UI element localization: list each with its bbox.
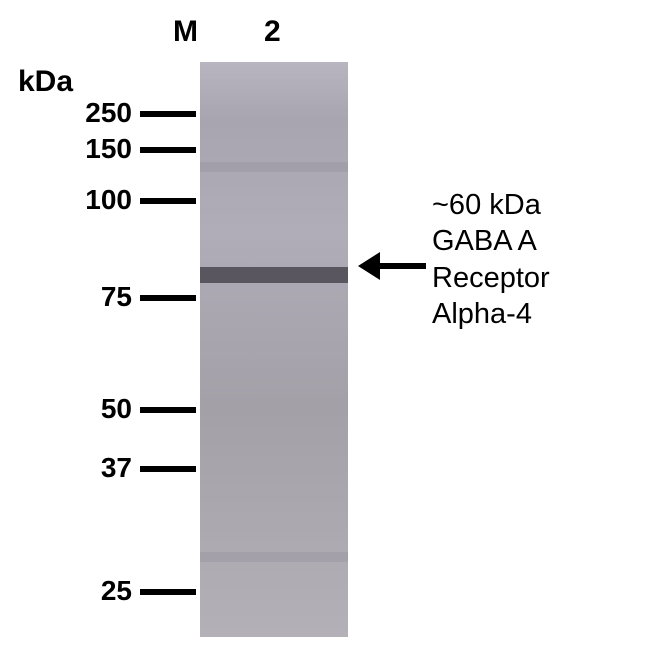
lane-label-2: 2: [264, 15, 281, 49]
annotation-line-1: ~60 kDa: [432, 187, 550, 223]
marker-label-50: 50: [70, 393, 132, 425]
marker-tick-25: [140, 589, 196, 595]
marker-tick-150: [140, 147, 196, 153]
marker-tick-100: [140, 198, 196, 204]
band-arrow-line: [380, 263, 426, 269]
kda-unit-label: kDa: [18, 65, 73, 99]
band-annotation: ~60 kDa GABA A Receptor Alpha-4: [432, 187, 550, 332]
annotation-line-3: Receptor: [432, 260, 550, 296]
marker-label-75: 75: [70, 281, 132, 313]
band-arrow-head: [358, 252, 380, 280]
blot-lane-2: [200, 62, 348, 637]
lane-label-marker: M: [173, 15, 198, 49]
annotation-line-2: GABA A: [432, 223, 550, 259]
marker-label-150: 150: [70, 133, 132, 165]
faint-band-lower: [200, 552, 348, 562]
figure-container: M 2 kDa 250 150 100 75 50 37 25 ~60 kDa …: [0, 0, 650, 650]
main-band: [200, 267, 348, 283]
faint-band-upper: [200, 162, 348, 172]
marker-label-250: 250: [70, 97, 132, 129]
marker-label-25: 25: [70, 575, 132, 607]
marker-tick-250: [140, 111, 196, 117]
annotation-line-4: Alpha-4: [432, 296, 550, 332]
marker-label-37: 37: [70, 452, 132, 484]
marker-label-100: 100: [70, 184, 132, 216]
marker-tick-75: [140, 295, 196, 301]
marker-tick-50: [140, 407, 196, 413]
marker-tick-37: [140, 466, 196, 472]
